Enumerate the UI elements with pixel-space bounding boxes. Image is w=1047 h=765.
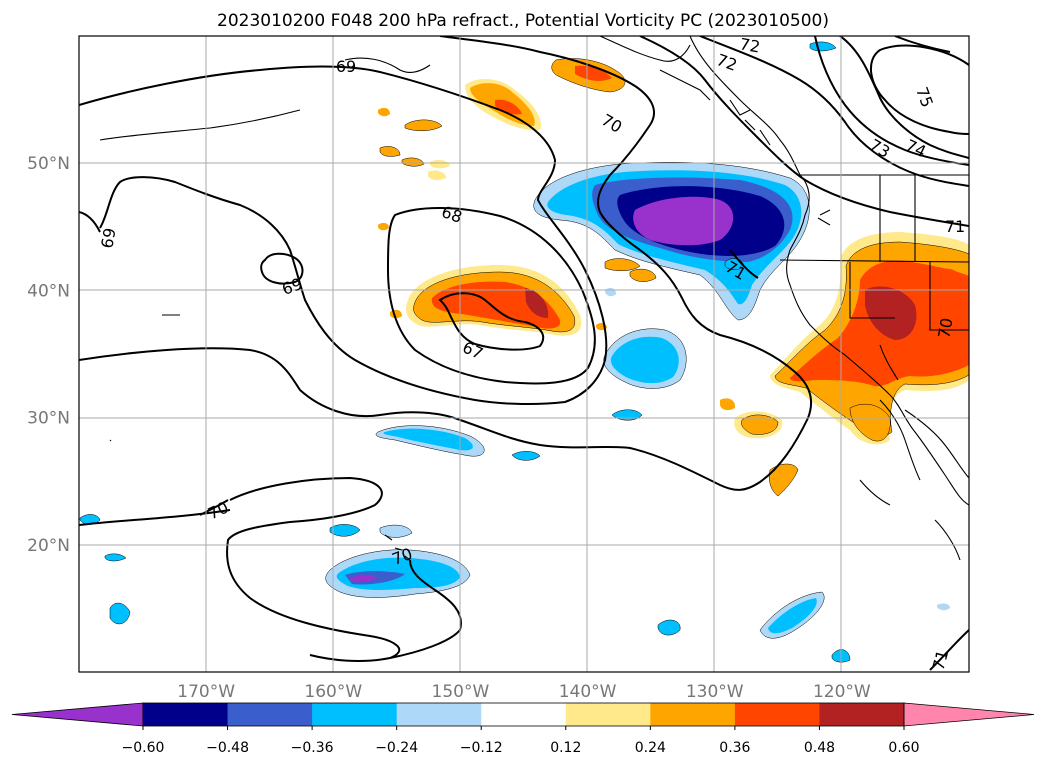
colorbar-tick-label: 0.60 [888, 740, 919, 756]
contour-70-south [226, 476, 462, 662]
lon-tick-label: 140°W [559, 682, 617, 702]
contour-69-loop [260, 252, 304, 285]
colorbar-bin [227, 703, 313, 726]
contour-67 [438, 292, 545, 351]
contour-72 [699, 36, 969, 187]
colorbar-labels: −0.60 −0.48 −0.36 −0.24 −0.12 0.12 0.24 0.36 0.4… [122, 726, 920, 756]
colorbar-tick-label: 0.48 [804, 740, 835, 756]
colorbar-tick-label: 0.24 [635, 740, 666, 756]
chart-title: 2023010200 F048 200 hPa refract., Potent… [217, 11, 829, 31]
contour-68 [386, 206, 596, 385]
lat-tick-label: 50°N [27, 154, 70, 174]
contour-label: 71 [929, 648, 953, 673]
map-frame [78, 35, 970, 673]
colorbar-bin [819, 703, 905, 726]
colorbar-bin [734, 703, 820, 726]
lon-tick-label: 130°W [686, 682, 744, 702]
lon-tick-label: 150°W [432, 682, 490, 702]
pv-neg-0.60-region [633, 196, 734, 246]
colorbar-tick-label: −0.48 [206, 740, 249, 756]
lat-tick-label: 30°N [27, 409, 70, 429]
colorbar-extend-high [903, 702, 1035, 727]
coastlines [99, 36, 969, 561]
longitude-labels: 170°W 160°W 150°W 140°W 130°W 120°W [177, 682, 871, 702]
lon-tick-label: 120°W [813, 682, 871, 702]
colorbar-bin [481, 703, 567, 726]
colorbar-bin [396, 703, 482, 726]
lat-tick-label: 40°N [27, 281, 70, 301]
colorbar-tick-label: −0.24 [375, 740, 418, 756]
latitude-labels: 20°N 30°N 40°N 50°N [27, 154, 70, 556]
contour-label: 69 [97, 226, 119, 249]
colorbar-tick-label: −0.36 [291, 740, 334, 756]
contour-label: 72 [738, 34, 761, 56]
colorbar-tick-label: −0.12 [460, 740, 503, 756]
contour-75 [869, 44, 969, 135]
colorbar-tick-label: 0.36 [719, 740, 750, 756]
colorbar-extend-low [11, 702, 144, 727]
lon-tick-label: 170°W [177, 682, 235, 702]
lon-tick-label: 160°W [304, 682, 362, 702]
colorbar-tick-label: −0.60 [122, 740, 165, 756]
colorbar-bin [312, 703, 398, 726]
contour-73 [814, 36, 969, 166]
contour-label: 71 [945, 217, 965, 236]
colorbar-bin [143, 703, 229, 726]
contour-label: 69 [336, 57, 356, 76]
contour-71 [639, 36, 969, 227]
colorbar-bin [565, 703, 651, 726]
colorbar-bin [650, 703, 736, 726]
colorbar [11, 702, 1035, 727]
lat-tick-label: 20°N [27, 536, 70, 556]
gridlines [79, 36, 969, 672]
shading-layer [79, 41, 969, 663]
contour-label: 70 [934, 316, 956, 339]
contour-69 [79, 65, 608, 406]
colorbar-tick-label: 0.12 [550, 740, 581, 756]
contour-74 [839, 36, 969, 159]
